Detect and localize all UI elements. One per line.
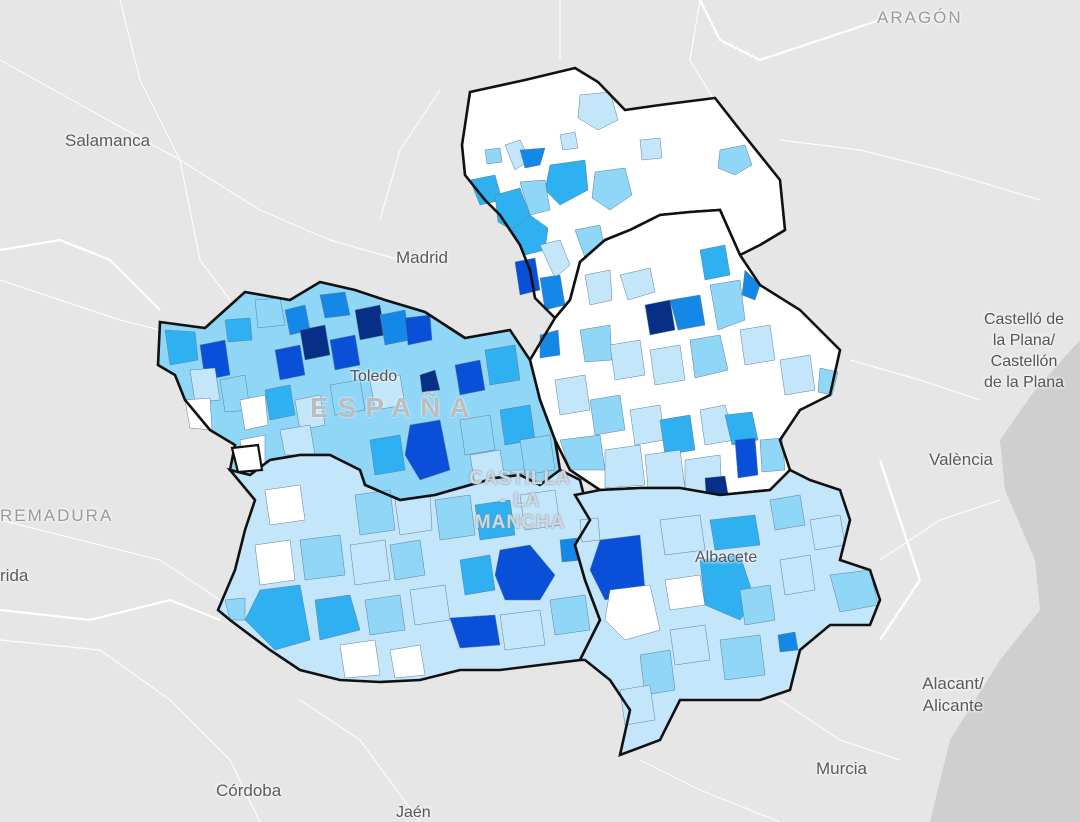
province-guadalajara [460,66,787,320]
label-murcia: Murcia [816,759,868,778]
province-ciudad-real [216,453,602,684]
province-albacete [572,468,882,758]
label-madrid: Madrid [396,248,448,267]
label-alicante: Alacant/ Alicante [922,674,984,715]
label-cordoba: Córdoba [216,781,282,800]
ciudad-real-municipalities [224,484,591,679]
label-espana: ESPAÑA [310,392,479,423]
label-valencia: València [929,450,993,469]
label-extremadura: REMADURA [0,506,114,525]
label-salamanca: Salamanca [65,131,151,150]
sea [930,340,1080,822]
albacete-municipalities [579,494,879,726]
enclave [230,443,264,474]
label-toledo: Toledo [350,368,398,385]
label-merida: rida [0,566,29,585]
label-castilla-la-mancha: CASTILLA - LA MANCHA [469,468,571,533]
label-castellon: Castelló de la Plana/ Castellón de la Pl… [983,311,1065,391]
background-roads [0,0,1041,822]
background-borders [0,0,922,641]
label-aragon: ARAGÓN [877,8,963,27]
label-albacete: Albacete [695,549,758,566]
toledo-municipalities [164,291,556,486]
cuenca-municipalities [539,244,839,496]
label-jaen: Jaén [396,804,431,821]
